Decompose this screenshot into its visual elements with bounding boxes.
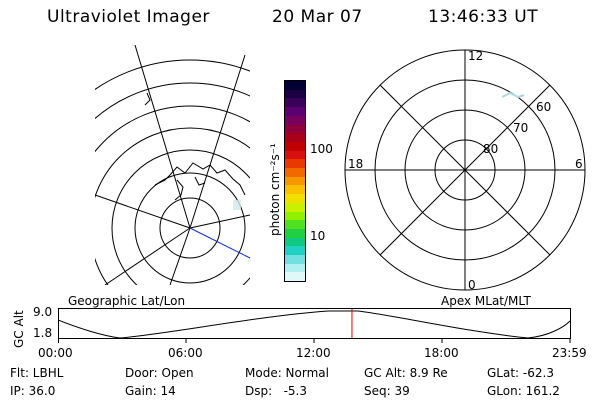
colorbar-band — [285, 211, 305, 221]
colorbar-band — [285, 202, 305, 212]
mlat-60-label: 60 — [536, 100, 551, 114]
colorbar-band — [285, 141, 305, 151]
colorbar-band — [285, 98, 305, 108]
satellite-track — [189, 227, 251, 259]
ip-info: IP: 36.0 — [10, 384, 56, 398]
mlt-6-label: 6 — [575, 157, 583, 171]
colorbar-band — [285, 228, 305, 238]
colorbar-band — [285, 246, 305, 256]
gain-info: Gain: 14 — [125, 384, 176, 398]
mlt-18-label: 18 — [348, 157, 363, 171]
dsp-info: Dsp: -5.3 — [245, 384, 308, 398]
apex-map-label: Apex MLat/MLT — [441, 294, 531, 308]
colorbar-band — [285, 255, 305, 264]
colorbar-band — [285, 176, 305, 186]
glon-info: GLon: 161.2 — [487, 384, 560, 398]
colorbar-band — [285, 272, 305, 282]
colorbar-band — [285, 124, 305, 134]
colorbar-band — [285, 185, 305, 195]
mlat-70-label: 70 — [513, 121, 528, 135]
date-label: 20 Mar 07 — [272, 7, 363, 27]
x-tick-0000: 00:00 — [38, 346, 73, 360]
altitude-curve — [58, 310, 571, 339]
alt-y-bottom: 1.8 — [33, 326, 53, 340]
alt-y-top: 9.0 — [33, 305, 53, 319]
polar-map: 12 18 6 0 60 70 80 — [344, 49, 586, 292]
door-info: Door: Open — [125, 366, 194, 380]
x-tick-1200: 12:00 — [296, 346, 331, 360]
x-tick-0600: 06:00 — [168, 346, 203, 360]
geographic-map — [95, 45, 251, 285]
colorbar-band — [285, 133, 305, 142]
filter-info: Flt: LBHL — [10, 366, 64, 380]
colorbar-unit-label: photon cm⁻²s⁻¹ — [268, 143, 282, 236]
gc-alt-info: GC Alt: 8.9 Re — [364, 366, 448, 380]
mlt-12-label: 12 — [468, 49, 483, 63]
mlt-0-label: 0 — [468, 278, 476, 292]
seq-info: Seq: 39 — [364, 384, 410, 398]
colorbar-band — [285, 107, 305, 116]
colorbar-band — [285, 150, 305, 160]
colorbar-band — [285, 81, 305, 90]
instrument-title: Ultraviolet Imager — [47, 7, 210, 27]
gc-alt-axis-label: GC Alt — [12, 310, 26, 348]
colorbar-band — [285, 237, 305, 247]
colorbar-band — [285, 89, 305, 99]
mode-info: Mode: Normal — [245, 366, 329, 380]
altitude-plot — [58, 308, 571, 343]
altitude-x-ticks — [58, 338, 571, 343]
colorbar-band — [285, 194, 305, 203]
x-tick-1800: 18:00 — [424, 346, 459, 360]
time-label: 13:46:33 UT — [428, 7, 539, 27]
colorbar-band — [285, 168, 305, 177]
colorbar-band — [285, 115, 305, 125]
colorbar-tick-10: 10 — [310, 229, 326, 243]
colorbar-band — [285, 263, 305, 273]
glat-info: GLat: -62.3 — [487, 366, 554, 380]
mlat-80-label: 80 — [483, 142, 498, 156]
colorbar-band — [285, 159, 305, 169]
colorbar — [284, 80, 306, 282]
colorbar-tick-100: 100 — [310, 142, 333, 156]
colorbar-band — [285, 220, 305, 229]
x-tick-2359: 23:59 — [552, 346, 587, 360]
geographic-map-label: Geographic Lat/Lon — [68, 294, 186, 308]
